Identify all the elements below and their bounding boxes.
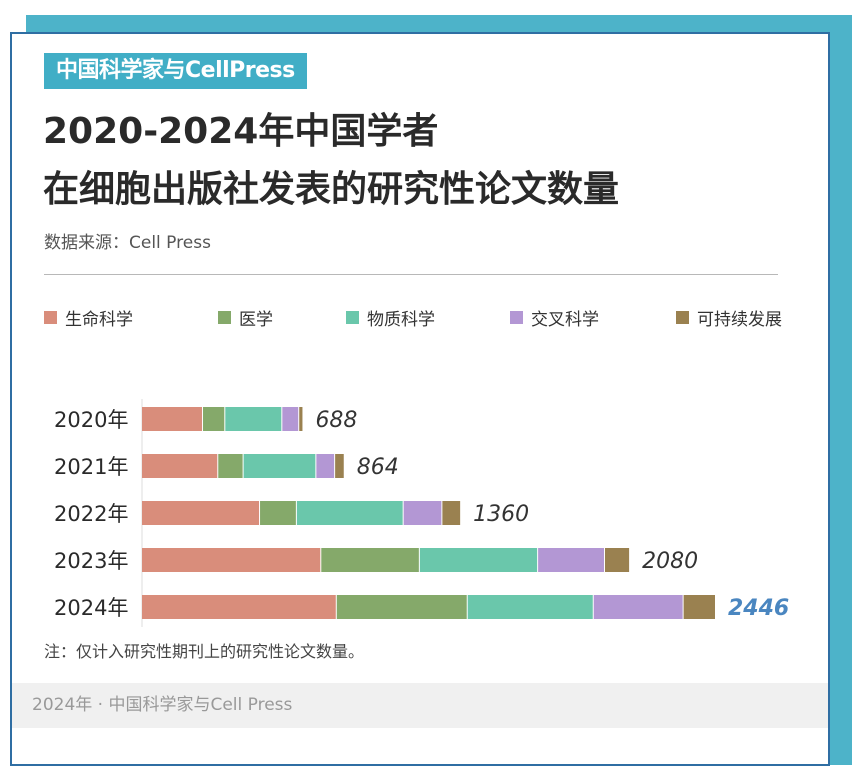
bar-segment	[683, 595, 715, 619]
legend-item-sustainability: 可持续发展	[676, 305, 782, 330]
legend-label: 交叉科学	[531, 310, 599, 330]
category-label: 2024年	[54, 596, 128, 620]
bar-segment	[218, 454, 243, 478]
bar-segment	[142, 501, 260, 525]
bar-segment	[142, 548, 321, 572]
brand-badge: 中国科学家与CellPress	[44, 53, 307, 89]
bar-segment	[593, 595, 683, 619]
bar-segment	[203, 407, 225, 431]
bar-segment	[419, 548, 538, 572]
bar-segment	[296, 501, 403, 525]
category-label: 2020年	[54, 408, 128, 432]
footnote: 注：仅计入研究性期刊上的研究性论文数量。	[44, 642, 365, 661]
bar-segment	[142, 595, 336, 619]
legend-swatch	[218, 311, 231, 324]
legend-swatch	[346, 311, 359, 324]
data-source: 数据来源：Cell Press	[44, 233, 211, 253]
bar-segment	[260, 501, 296, 525]
total-label: 864	[357, 455, 399, 480]
legend-item-physical-science: 物质科学	[346, 305, 435, 330]
legend-label: 可持续发展	[697, 310, 782, 330]
legend-item-interdisciplinary: 交叉科学	[510, 305, 599, 330]
total-label: 688	[315, 408, 357, 433]
category-label: 2022年	[54, 502, 128, 526]
legend-label: 生命科学	[65, 310, 133, 330]
chart-title-line-1: 2020-2024年中国学者	[43, 111, 439, 152]
bar-segment	[142, 407, 203, 431]
bar-segment	[538, 548, 604, 572]
category-label: 2023年	[54, 549, 128, 573]
divider	[44, 274, 778, 275]
bar-segment	[225, 407, 282, 431]
legend-label: 物质科学	[367, 310, 435, 330]
chart-title-line-2: 在细胞出版社发表的研究性论文数量	[43, 169, 620, 210]
bar-segment	[442, 501, 461, 525]
total-label: 2446	[728, 596, 789, 621]
bar-segment	[299, 407, 303, 431]
legend-label: 医学	[239, 310, 273, 330]
bar-segment	[467, 595, 593, 619]
bar-segment	[282, 407, 299, 431]
category-label: 2021年	[54, 455, 128, 479]
footer: 2024年 · 中国科学家与Cell Press	[12, 683, 828, 728]
chart-card	[10, 32, 830, 766]
total-label: 1360	[473, 502, 529, 527]
bar-segment	[335, 454, 344, 478]
legend: 生命科学 医学 物质科学 交叉科学 可持续发展	[44, 305, 784, 330]
bar-segment	[403, 501, 442, 525]
total-label: 2080	[642, 549, 698, 574]
chart-title: 2020-2024年中国学者 在细胞出版社发表的研究性论文数量	[43, 103, 619, 219]
bar-segment	[316, 454, 335, 478]
legend-swatch	[510, 311, 523, 324]
legend-swatch	[676, 311, 689, 324]
bar-segment	[142, 454, 218, 478]
legend-item-life-science: 生命科学	[44, 305, 133, 330]
legend-swatch	[44, 311, 57, 324]
bar-segment	[321, 548, 419, 572]
bar-segment	[243, 454, 316, 478]
bar-segment	[605, 548, 630, 572]
legend-item-medicine: 医学	[218, 305, 273, 330]
bar-segment	[336, 595, 467, 619]
